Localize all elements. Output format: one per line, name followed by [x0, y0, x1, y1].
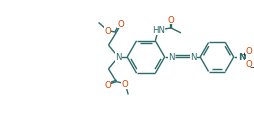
- Text: O: O: [104, 80, 111, 89]
- Text: O: O: [122, 79, 129, 88]
- Text: O: O: [118, 20, 125, 29]
- Text: N: N: [190, 53, 197, 62]
- Text: O: O: [245, 46, 252, 55]
- Text: −: −: [250, 64, 254, 69]
- Text: O: O: [168, 15, 174, 24]
- Text: +: +: [242, 52, 246, 57]
- Text: O: O: [104, 27, 111, 36]
- Text: N: N: [238, 53, 245, 62]
- Text: O: O: [245, 60, 252, 69]
- Text: N: N: [168, 53, 175, 62]
- Text: N: N: [115, 53, 122, 62]
- Text: HN: HN: [152, 26, 165, 35]
